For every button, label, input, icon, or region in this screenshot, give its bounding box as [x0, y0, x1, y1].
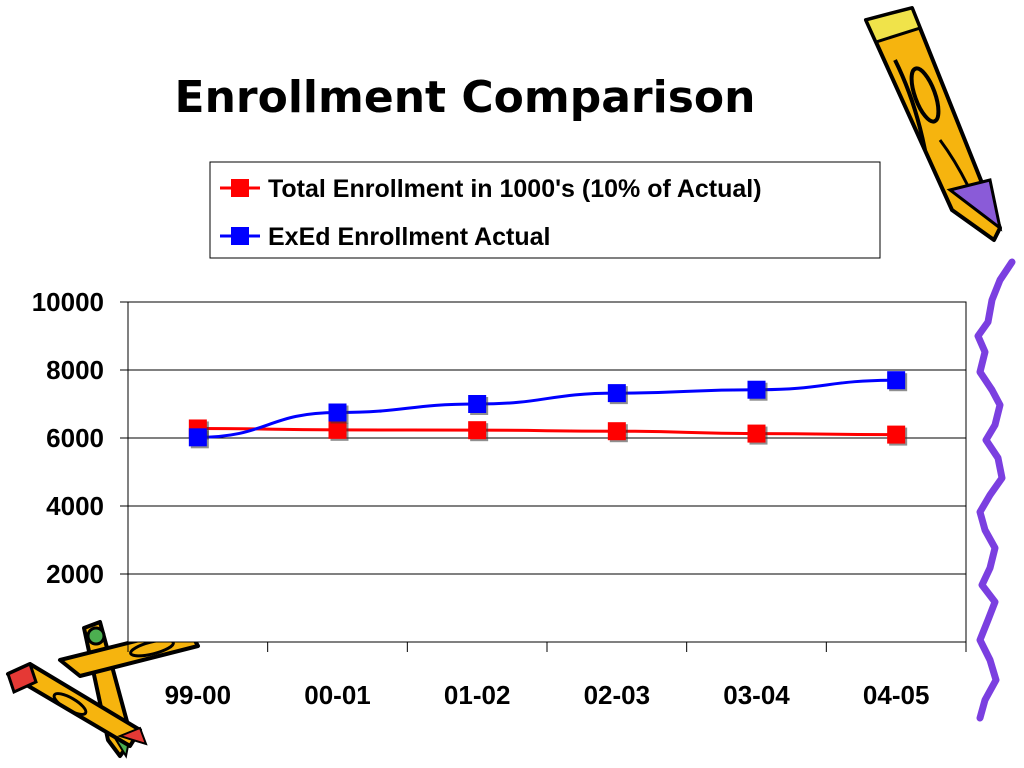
y-tick-label: 8000 — [46, 355, 104, 385]
data-point — [887, 371, 906, 390]
x-tick-label: 99-00 — [165, 680, 232, 710]
legend-label: Total Enrollment in 1000's (10% of Actua… — [268, 175, 762, 203]
data-point — [188, 428, 207, 447]
plot-area: 2000 4000 6000 8000 10000 99-00 00-01 01-02 02-… — [32, 287, 967, 710]
x-tick-label: 02-03 — [584, 680, 651, 710]
x-tick-label: 00-01 — [304, 680, 371, 710]
data-point — [747, 380, 766, 399]
plot-frame — [127, 301, 967, 643]
data-point — [607, 422, 626, 441]
purple-squiggle-border — [974, 258, 1016, 722]
series-line — [197, 426, 897, 437]
series-1 — [188, 371, 908, 449]
series-line — [197, 378, 897, 439]
y-tick-label: 6000 — [46, 423, 104, 453]
legend-box — [209, 161, 881, 259]
data-point — [607, 384, 626, 403]
data-point — [328, 403, 347, 422]
legend-entry: Total Enrollment in 1000's (10% of Actua… — [220, 175, 762, 203]
data-point — [468, 395, 487, 413]
y-tick-label: 4000 — [46, 491, 104, 521]
x-tick-label: 04-05 — [863, 680, 930, 710]
x-tick-label: 03-04 — [723, 680, 790, 710]
y-tick-label: 10000 — [32, 287, 104, 317]
data-point — [747, 424, 766, 443]
x-tick-label: 01-02 — [444, 680, 511, 710]
slide-title: Enrollment Comparison — [174, 72, 756, 123]
legend-label: ExEd Enrollment Actual — [268, 223, 550, 251]
data-point — [328, 420, 347, 439]
legend: Total Enrollment in 1000's (10% of Actua… — [209, 161, 881, 259]
pencil-clipart-top-right — [863, 6, 1003, 242]
legend-entry: ExEd Enrollment Actual — [220, 223, 550, 251]
y-tick-label: 2000 — [46, 559, 104, 589]
legend-marker — [231, 227, 249, 245]
legend-marker — [231, 179, 249, 197]
data-point — [468, 421, 487, 440]
data-point — [887, 425, 906, 444]
